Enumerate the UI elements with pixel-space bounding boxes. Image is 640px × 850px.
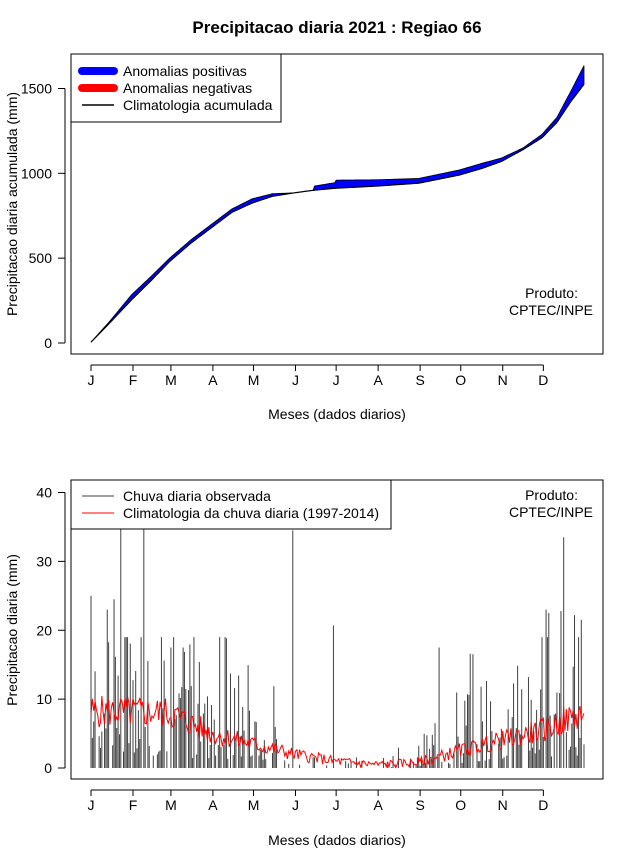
x-tick-label: J bbox=[292, 797, 299, 813]
climatology-line bbox=[90, 83, 585, 343]
x-tick-label: J bbox=[292, 372, 299, 388]
y-tick-label: 1000 bbox=[21, 165, 52, 181]
x-tick-label: D bbox=[538, 797, 548, 813]
daily-panel: 0 10 20 30 40 J F M A M J J A S O N D Meses (dados diario… bbox=[4, 479, 604, 848]
x-tick-label: A bbox=[373, 372, 383, 388]
annotation-line: CPTEC/INPE bbox=[509, 302, 593, 318]
x-tick-label: A bbox=[208, 372, 218, 388]
x-tick-label: M bbox=[248, 797, 260, 813]
legend-box bbox=[70, 479, 392, 530]
x-tick-label: M bbox=[248, 372, 260, 388]
x-tick-label: F bbox=[129, 797, 138, 813]
page-title: Precipitacao diaria 2021 : Regiao 66 bbox=[192, 18, 481, 37]
legend-label: Climatologia acumulada bbox=[123, 97, 273, 113]
x-tick-label: N bbox=[498, 797, 508, 813]
x-tick-label: J bbox=[88, 372, 95, 388]
legend-label: Climatologia da chuva diaria (1997-2014) bbox=[123, 505, 379, 521]
annotation-line: Produto: bbox=[525, 285, 578, 301]
y-tick-label: 20 bbox=[36, 622, 52, 638]
x-tick-label: D bbox=[538, 372, 548, 388]
x-tick-label: J bbox=[333, 372, 340, 388]
x-tick-label: M bbox=[165, 372, 177, 388]
x-tick-label: S bbox=[415, 797, 424, 813]
legend-label: Anomalias positivas bbox=[123, 63, 247, 79]
x-tick-label: F bbox=[129, 372, 138, 388]
y-tick-label: 0 bbox=[44, 760, 52, 776]
y-tick-label: 30 bbox=[36, 553, 52, 569]
x-tick-label: O bbox=[455, 372, 466, 388]
annotation-line: Produto: bbox=[525, 487, 578, 503]
cumulative-panel: 0 500 1000 1500 J F M A M J J A S O N D Meses (dados dia… bbox=[4, 53, 604, 422]
plot-frame bbox=[70, 53, 604, 355]
x-tick-label: A bbox=[208, 797, 218, 813]
climatology-line bbox=[90, 695, 585, 769]
y-tick-label: 500 bbox=[29, 250, 53, 266]
x-axis-title: Meses (dados diarios) bbox=[268, 832, 406, 848]
x-axis-title: Meses (dados diarios) bbox=[268, 406, 406, 422]
legend-label: Chuva diaria observada bbox=[123, 488, 271, 504]
x-tick-label: J bbox=[333, 797, 340, 813]
y-tick-label: 40 bbox=[36, 485, 52, 501]
y-tick-label: 10 bbox=[36, 691, 52, 707]
legend-label: Anomalias negativas bbox=[123, 80, 252, 96]
x-tick-label: J bbox=[88, 797, 95, 813]
x-tick-label: M bbox=[165, 797, 177, 813]
y-axis-title: Precipitacao diaria (mm) bbox=[4, 554, 20, 706]
y-tick-label: 0 bbox=[44, 335, 52, 351]
x-tick-label: S bbox=[415, 372, 424, 388]
x-tick-label: A bbox=[373, 797, 383, 813]
annotation-line: CPTEC/INPE bbox=[509, 504, 593, 520]
y-axis-title: Precipitacao diaria acumulada (mm) bbox=[4, 92, 20, 316]
x-tick-label: N bbox=[498, 372, 508, 388]
y-tick-label: 1500 bbox=[21, 81, 52, 97]
x-tick-label: O bbox=[455, 797, 466, 813]
